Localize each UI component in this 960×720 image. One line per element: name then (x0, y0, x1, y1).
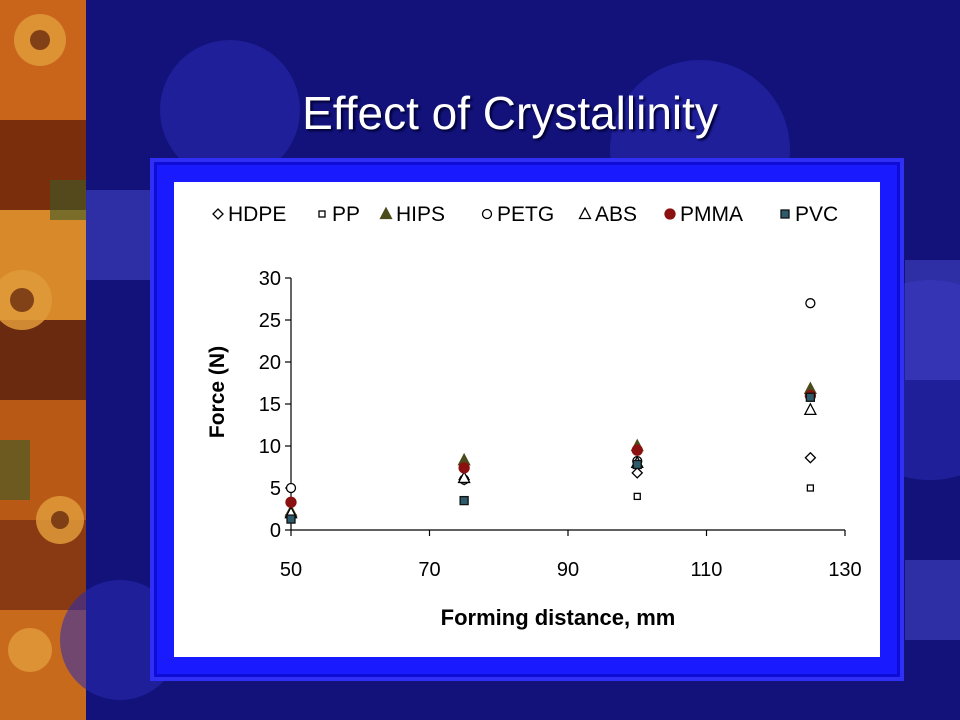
data-point (632, 459, 642, 470)
legend-marker (212, 208, 224, 220)
data-point (805, 392, 816, 402)
y-tick-label: 15 (259, 394, 281, 416)
y-axis-label: Force (N) (206, 346, 229, 438)
legend-item-pmma: PMMA (664, 203, 743, 226)
legend-label: HDPE (228, 203, 286, 226)
chart-legend: HDPE PP HIPS PETG ABS PMMA PVC (212, 203, 838, 226)
legend-label: PMMA (680, 203, 743, 226)
data-point (631, 466, 644, 479)
data-point (457, 470, 471, 484)
slide-title: Effect of Crystallinity (302, 87, 718, 139)
y-tick-label: 10 (259, 436, 281, 458)
data-point (633, 492, 641, 501)
data-point (803, 402, 817, 416)
legend-item-hips: HIPS (379, 203, 445, 226)
legend-label: ABS (595, 203, 637, 226)
y-tick-label: 30 (259, 268, 281, 290)
legend-marker (780, 209, 790, 219)
x-tick-label: 70 (418, 559, 440, 581)
x-tick-label: 130 (828, 559, 861, 581)
plot-area (174, 182, 880, 657)
data-point (458, 462, 470, 474)
series-pvc (286, 392, 816, 524)
y-tick-label: 0 (270, 520, 281, 542)
legend-marker (578, 206, 592, 220)
chart-marks (284, 298, 817, 524)
data-point (806, 484, 815, 492)
legend-marker (664, 208, 676, 220)
scatter-chart: HDPE PP HIPS PETG ABS PMMA PVC 0 5 10 15 20 25 30 50 7… (174, 182, 880, 657)
y-tick-label: 5 (270, 478, 281, 500)
x-tick-label: 110 (691, 559, 723, 581)
legend-label: PP (332, 203, 360, 226)
legend-marker (318, 210, 326, 218)
legend-item-pvc: PVC (780, 203, 838, 226)
legend-item-petg: PETG (481, 203, 554, 226)
legend-marker (481, 208, 493, 220)
data-point (804, 451, 817, 464)
legend-marker (379, 206, 393, 220)
data-point (286, 514, 296, 524)
x-axis-label: Forming distance, mm (441, 605, 676, 630)
data-point (631, 444, 643, 456)
data-point (805, 298, 816, 309)
legend-item-pp: PP (318, 203, 360, 226)
chart-axes: 0 5 10 15 20 25 30 50 70 90 110 130 (259, 268, 862, 581)
legend-item-abs: ABS (578, 203, 637, 226)
legend-label: PVC (795, 203, 838, 226)
data-point (285, 482, 297, 494)
legend-label: PETG (497, 203, 554, 226)
data-point (459, 495, 469, 506)
y-tick-label: 25 (259, 310, 281, 332)
data-point (285, 496, 297, 508)
legend-item-hdpe: HDPE (212, 203, 286, 226)
y-tick-label: 20 (259, 352, 281, 374)
chart-frame: HDPE PP HIPS PETG ABS PMMA PVC 0 5 10 15 20 25 30 50 7… (150, 158, 904, 681)
legend-label: HIPS (396, 203, 445, 226)
x-tick-label: 90 (557, 559, 579, 581)
x-tick-label: 50 (280, 559, 302, 581)
